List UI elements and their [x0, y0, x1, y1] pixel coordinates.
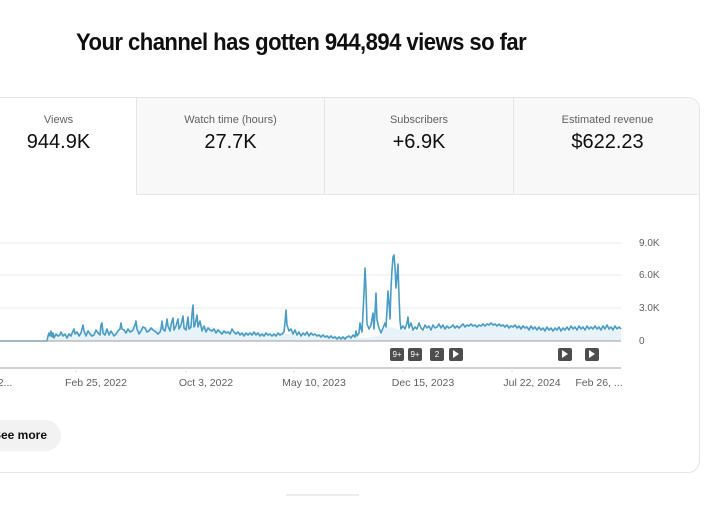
tab-label: Subscribers [389, 114, 449, 126]
x-tick-label: Oct 3, 2022 [178, 377, 234, 389]
x-tick-label: May 10, 2023 [282, 377, 346, 389]
video-count-marker[interactable]: 9+ [408, 348, 422, 361]
y-tick-label: 3.0K [639, 303, 660, 314]
x-tick-label: Jul 22, 2024 [503, 377, 561, 389]
tab-value: 27.7K [204, 131, 257, 153]
tab-value: +6.9K [392, 131, 446, 153]
tab-views[interactable]: Views 944.9K [0, 98, 136, 195]
y-tick-label: 0 [639, 336, 645, 347]
grid-lines [0, 242, 621, 309]
tab-value: 944.9K [26, 131, 91, 153]
tab-label: Estimated revenue [561, 114, 654, 126]
x-tick-marks [75, 368, 513, 373]
video-count-marker[interactable]: 9+ [390, 348, 404, 361]
video-play-marker-icon[interactable] [558, 348, 572, 361]
video-play-marker-icon[interactable] [585, 348, 599, 361]
tab-label: Views [43, 114, 74, 126]
tab-subscribers[interactable]: Subscribers +6.9K [324, 98, 513, 195]
section-divider [286, 494, 359, 496]
x-tick-label: Feb 26, ... [575, 377, 623, 389]
metric-tabs: Views 944.9K Watch time (hours) 27.7K Su… [0, 98, 699, 195]
analytics-card: Views 944.9K Watch time (hours) 27.7K Su… [0, 97, 700, 473]
video-play-marker-icon[interactable] [449, 348, 463, 361]
see-more-button[interactable]: See more [0, 420, 62, 451]
tab-revenue[interactable]: Estimated revenue $622.23 [513, 98, 699, 195]
tab-watch-time[interactable]: Watch time (hours) 27.7K [136, 98, 324, 195]
tab-value: $622.23 [571, 131, 644, 153]
y-tick-label: 6.0K [639, 270, 660, 281]
y-tick-label: 9.0K [639, 238, 660, 249]
views-line-chart[interactable] [0, 195, 700, 375]
x-tick-label: 2... [0, 377, 13, 389]
chart-area-fill [0, 324, 621, 341]
chart-line [0, 254, 622, 342]
tab-label: Watch time (hours) [184, 114, 277, 126]
x-tick-label: Dec 15, 2023 [391, 377, 455, 389]
page-title: Your channel has gotten 944,894 views so… [76, 29, 527, 56]
x-tick-label: Feb 25, 2022 [65, 377, 127, 389]
video-count-marker[interactable]: 2 [430, 348, 444, 361]
